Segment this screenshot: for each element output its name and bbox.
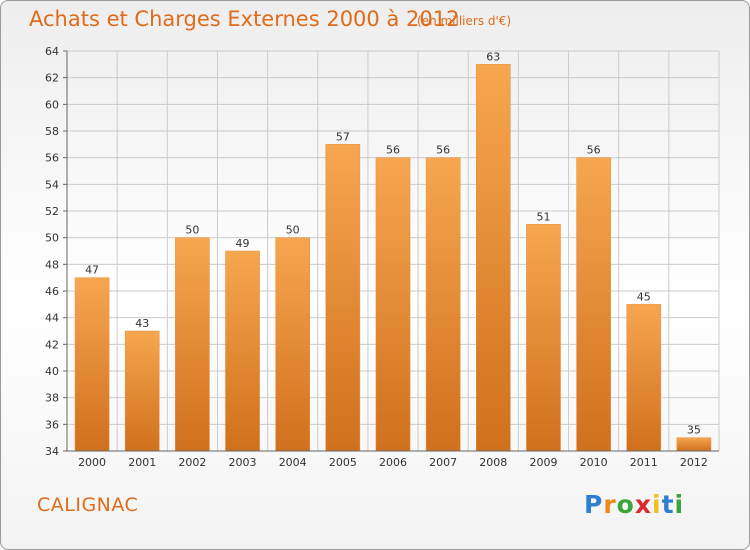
data-label: 63 [486, 50, 500, 63]
data-label: 56 [386, 144, 400, 157]
data-label: 50 [286, 224, 300, 237]
y-tick-label: 46 [45, 285, 59, 298]
y-tick-label: 36 [45, 418, 59, 431]
chart-subtitle: (en milliers d'€) [417, 14, 512, 28]
x-tick-label: 2001 [128, 456, 156, 469]
bar [425, 157, 461, 452]
x-tick-label: 2004 [279, 456, 307, 469]
y-tick-label: 50 [45, 232, 59, 245]
bar [576, 157, 611, 452]
logo-letter: r [603, 490, 617, 519]
data-label: 43 [135, 317, 149, 330]
y-tick-label: 56 [45, 152, 59, 165]
x-tick-label: 2003 [229, 456, 257, 469]
logo-letter: i [652, 490, 662, 519]
bar [676, 437, 712, 452]
y-tick-label: 60 [45, 98, 59, 111]
bar [124, 330, 160, 452]
x-tick-label: 2006 [379, 456, 407, 469]
data-label: 45 [637, 290, 651, 303]
y-tick-label: 54 [45, 178, 59, 191]
logo-letter: P [584, 490, 604, 519]
logo-letter: t [661, 490, 675, 519]
x-tick-label: 2010 [580, 456, 608, 469]
y-tick-label: 40 [45, 365, 59, 378]
commune-name: CALIGNAC [37, 494, 139, 516]
bar [526, 224, 561, 452]
x-tick-label: 2012 [680, 456, 708, 469]
x-tick-label: 2007 [429, 456, 457, 469]
y-tick-label: 48 [45, 258, 59, 271]
logo-letter: x [634, 490, 652, 519]
y-tick-label: 64 [45, 45, 59, 58]
y-tick-label: 34 [45, 445, 59, 458]
bar [175, 237, 210, 452]
chart-title: Achats et Charges Externes 2000 à 2012 [29, 7, 460, 31]
bar [325, 144, 361, 452]
y-tick-label: 38 [45, 392, 59, 405]
y-tick-label: 52 [45, 205, 59, 218]
y-tick-label: 62 [45, 72, 59, 85]
logo-letter: i [674, 490, 685, 519]
x-tick-label: 2000 [78, 456, 106, 469]
data-label: 57 [336, 130, 350, 143]
data-label: 50 [185, 224, 199, 237]
x-tick-label: 2008 [479, 456, 507, 469]
x-tick-label: 2005 [329, 456, 357, 469]
x-tick-label: 2009 [529, 456, 557, 469]
data-label: 35 [687, 424, 701, 437]
y-tick-label: 44 [45, 312, 59, 325]
bar [74, 277, 110, 452]
bar [275, 237, 310, 452]
data-label: 47 [85, 264, 99, 277]
x-tick-label: 2011 [630, 456, 658, 469]
data-label: 51 [536, 210, 550, 223]
data-label: 56 [587, 144, 601, 157]
x-tick-label: 2002 [178, 456, 206, 469]
bar [225, 250, 260, 452]
axes: 34 36 38 40 42 44 46 48 50 52 54 56 58 60 62 64 47 2000 43… [45, 45, 719, 469]
bar [375, 157, 411, 452]
bars [74, 64, 712, 452]
bar [626, 304, 662, 452]
bar [476, 64, 511, 452]
y-tick-label: 58 [45, 125, 59, 138]
proxiti-logo: Proxiti [584, 490, 684, 519]
data-label: 49 [236, 237, 250, 250]
y-tick-label: 42 [45, 338, 59, 351]
data-label: 56 [436, 144, 450, 157]
logo-letter: o [616, 490, 635, 519]
